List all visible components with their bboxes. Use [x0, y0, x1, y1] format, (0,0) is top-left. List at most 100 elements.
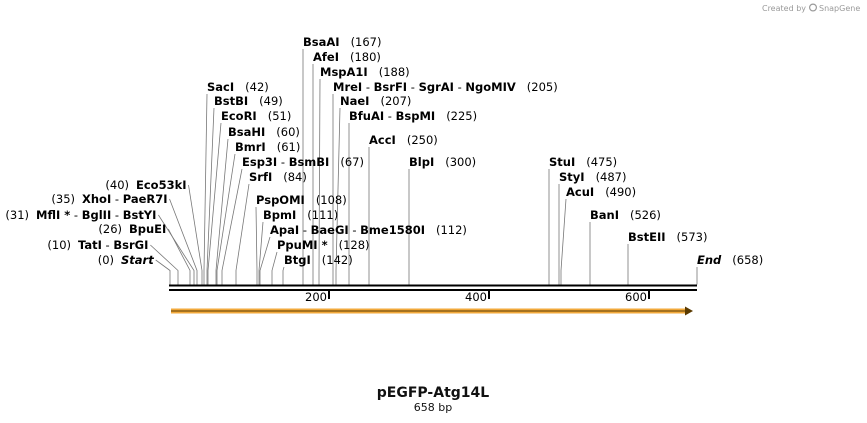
- plasmid-length: 658 bp: [414, 401, 452, 414]
- site-label[interactable]: BsaAI (167): [303, 35, 382, 49]
- site-label[interactable]: SrfI (84): [249, 170, 307, 184]
- enzyme-name: PpuMI *: [277, 238, 328, 252]
- ruler-label: 200: [305, 290, 327, 304]
- site-position: (188): [379, 65, 410, 79]
- snapgene-logo-icon: [808, 3, 817, 12]
- site-label[interactable]: BsaHI (60): [228, 125, 300, 139]
- site-label[interactable]: MflI * - BglII - BstYI (31): [5, 208, 156, 222]
- enzyme-part: MflI *: [36, 208, 70, 222]
- site-label[interactable]: PpuMI * (128): [277, 238, 370, 252]
- enzyme-part: NgoMIV: [465, 80, 515, 94]
- site-leader: [167, 228, 191, 285]
- enzyme-part: AcuI: [566, 185, 594, 199]
- site-position: (128): [339, 238, 370, 252]
- enzyme-name: End: [697, 253, 722, 267]
- site-leader: [207, 122, 222, 285]
- site-position: (108): [316, 193, 347, 207]
- site-label[interactable]: BlpI (300): [409, 155, 476, 169]
- site-label[interactable]: Eco53kI (40): [105, 178, 186, 192]
- site-position: (112): [436, 223, 467, 237]
- enzyme-name: BmrI: [235, 140, 266, 154]
- site-label[interactable]: XhoI - PaeR7I (35): [51, 192, 167, 206]
- site-leader: [318, 78, 321, 285]
- site-position: (26): [98, 222, 122, 236]
- site-leader: [203, 93, 208, 285]
- site-position: (49): [259, 94, 283, 108]
- enzyme-name: BsaAI: [303, 35, 340, 49]
- site-label[interactable]: BstEII (573): [628, 230, 707, 244]
- site-label[interactable]: BpuEI (26): [98, 222, 166, 236]
- enzyme-name: SrfI: [249, 170, 272, 184]
- orf-feature[interactable]: [171, 306, 693, 316]
- site-position: (51): [268, 109, 292, 123]
- site-label[interactable]: BstBI (49): [214, 94, 283, 108]
- enzyme-part: StyI: [559, 170, 585, 184]
- enzyme-part: BsrGI: [113, 238, 148, 252]
- enzyme-name: BstBI: [214, 94, 248, 108]
- site-leader: [235, 183, 250, 285]
- site-label[interactable]: AcuI (490): [566, 185, 636, 199]
- enzyme-name: Start: [121, 253, 154, 267]
- site-label[interactable]: PspOMI (108): [256, 193, 347, 207]
- site-label[interactable]: TatI - BsrGI (10): [47, 238, 148, 252]
- site-position: (0): [98, 253, 114, 267]
- site-label[interactable]: BtgI (142): [284, 253, 353, 267]
- sequence-backbone[interactable]: [169, 284, 697, 291]
- enzyme-part: SrfI: [249, 170, 272, 184]
- site-position: (35): [51, 192, 75, 206]
- site-leader: [188, 184, 203, 285]
- site-label[interactable]: BpmI (111): [263, 208, 338, 222]
- site-label[interactable]: BanI (526): [590, 208, 661, 222]
- site-label[interactable]: AfeI (180): [313, 50, 381, 64]
- enzyme-name: ApaI - BaeGI - Bme1580I: [270, 223, 425, 237]
- site-leader: [169, 198, 198, 285]
- site-label[interactable]: SacI (42): [207, 80, 269, 94]
- site-label[interactable]: StyI (487): [559, 170, 627, 184]
- site-label[interactable]: MreI - BsrFI - SgrAI - NgoMIV (205): [333, 80, 558, 94]
- enzyme-part: BmrI: [235, 140, 266, 154]
- name-separator: -: [299, 223, 310, 237]
- site-leader: [560, 198, 567, 285]
- site-label[interactable]: BmrI (61): [235, 140, 300, 154]
- name-separator: -: [349, 223, 360, 237]
- enzyme-part: PpuMI *: [277, 238, 328, 252]
- enzyme-part: Start: [121, 253, 154, 267]
- site-position: (250): [407, 133, 438, 147]
- site-position: (10): [47, 238, 71, 252]
- site-position: (300): [445, 155, 476, 169]
- site-position: (526): [630, 208, 661, 222]
- name-separator: -: [102, 238, 113, 252]
- site-label[interactable]: MspA1I (188): [320, 65, 410, 79]
- site-label[interactable]: Esp3I - BsmBI (67): [242, 155, 364, 169]
- enzyme-part: BglII: [82, 208, 112, 222]
- enzyme-name: BlpI: [409, 155, 434, 169]
- enzyme-name: SacI: [207, 80, 234, 94]
- orf-arrow-head: [685, 306, 693, 316]
- snapgene-credit[interactable]: Created by SnapGene: [762, 3, 860, 13]
- site-label[interactable]: Start (0): [98, 253, 155, 267]
- site-position: (61): [277, 140, 301, 154]
- site-label[interactable]: End (658): [697, 253, 763, 267]
- enzyme-part: BaeGI: [311, 223, 349, 237]
- enzyme-part: MreI: [333, 80, 362, 94]
- enzyme-name: EcoRI: [221, 109, 257, 123]
- enzyme-part: BsaHI: [228, 125, 265, 139]
- site-label[interactable]: StuI (475): [549, 155, 617, 169]
- site-leader: [271, 251, 278, 285]
- site-position: (490): [605, 185, 636, 199]
- site-label[interactable]: EcoRI (51): [221, 109, 291, 123]
- site-position: (167): [351, 35, 382, 49]
- site-position: (225): [446, 109, 477, 123]
- enzyme-name: BpuEI: [129, 222, 166, 236]
- site-label[interactable]: BfuAI - BspMI (225): [349, 109, 477, 123]
- site-label[interactable]: AccI (250): [369, 133, 438, 147]
- site-label[interactable]: NaeI (207): [340, 94, 411, 108]
- site-leader: [258, 221, 264, 285]
- enzyme-name: StuI: [549, 155, 575, 169]
- site-leader: [216, 153, 236, 285]
- enzyme-name: PspOMI: [256, 193, 305, 207]
- site-position: (475): [586, 155, 617, 169]
- site-leader: [335, 107, 341, 285]
- name-separator: -: [111, 192, 122, 206]
- site-label[interactable]: ApaI - BaeGI - Bme1580I (112): [270, 223, 467, 237]
